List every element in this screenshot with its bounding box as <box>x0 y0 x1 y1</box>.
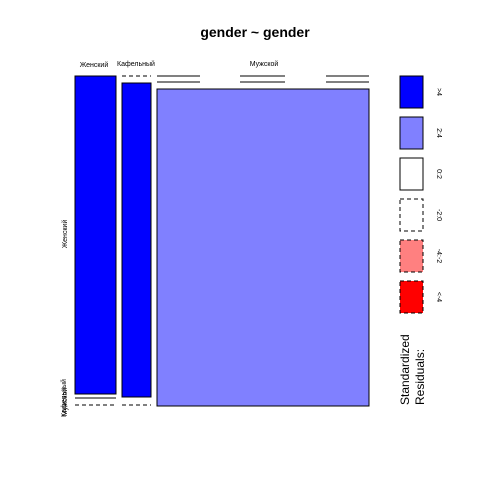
left-label-female: Женский <box>61 220 69 249</box>
top-label-male: Мужской <box>250 60 279 68</box>
legend-title-line-1: Standardized <box>398 334 412 405</box>
top-label-tile: Кафельный <box>117 60 155 68</box>
legend-label: -4:-2 <box>435 249 442 264</box>
legend-swatch <box>399 75 424 109</box>
legend-label: <-4 <box>435 292 442 302</box>
chart-title: gender ~ gender <box>200 24 310 40</box>
legend-label: >4 <box>435 88 442 96</box>
legend-swatch <box>399 198 424 232</box>
legend-swatch <box>399 116 424 150</box>
tile-tile <box>121 82 152 398</box>
tile-female <box>74 75 117 395</box>
tile-male <box>156 88 370 407</box>
legend: >4 2:4 0:2 -2:0 -4:-2 <-4 <box>399 75 442 314</box>
legend-title-line-2: Residuals: <box>413 349 427 405</box>
top-label-female: Женский <box>80 61 109 69</box>
left-label-male: Мужской <box>61 388 69 417</box>
legend-label: -2:0 <box>435 209 442 221</box>
mosaic-tiles <box>74 75 370 407</box>
legend-label: 0:2 <box>435 169 442 179</box>
legend-label: 2:4 <box>435 128 442 138</box>
legend-swatch <box>399 157 424 191</box>
legend-swatch <box>399 280 424 314</box>
left-label-tile: Кафельный <box>60 379 68 417</box>
legend-swatch <box>399 239 424 273</box>
